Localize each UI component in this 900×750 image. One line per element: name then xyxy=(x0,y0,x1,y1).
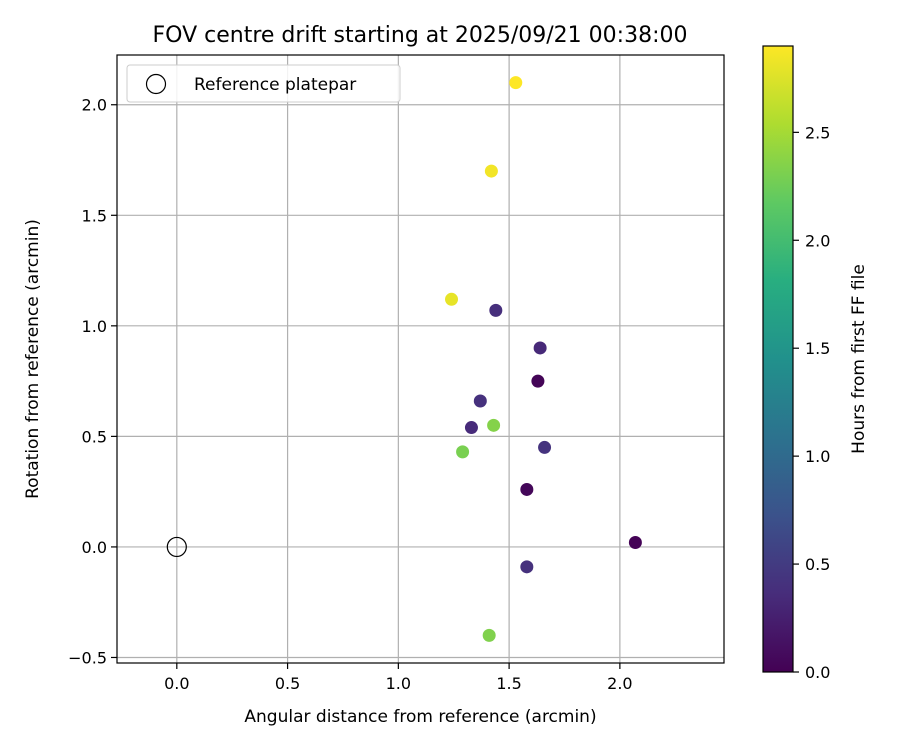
legend-label-reference: Reference platepar xyxy=(194,75,356,95)
data-point xyxy=(445,292,459,306)
colorbar-gradient xyxy=(762,45,794,673)
data-point xyxy=(482,628,496,642)
plot-area: 0.0 0.5 1.0 1.5 2.0 −0.5 0.0 0.5 1.0 1.5 2.0 xyxy=(68,54,725,693)
data-point xyxy=(473,394,487,408)
data-point xyxy=(533,341,547,355)
y-tick-label: 2.0 xyxy=(82,96,107,115)
x-axis-ticks: 0.0 0.5 1.0 1.5 2.0 xyxy=(164,663,633,693)
legend: Reference platepar xyxy=(126,64,401,103)
legend-box xyxy=(126,64,401,103)
colorbar-tick-label: 0.5 xyxy=(805,555,830,574)
data-point xyxy=(456,445,470,459)
data-point xyxy=(520,482,534,496)
reference-point-marker xyxy=(166,536,187,558)
data-point xyxy=(531,374,545,388)
data-point xyxy=(484,164,498,178)
x-tick-label: 0.5 xyxy=(275,674,300,693)
x-tick-label: 1.5 xyxy=(496,674,521,693)
colorbar-tick-label: 1.0 xyxy=(805,447,830,466)
x-tick-label: 2.0 xyxy=(607,674,632,693)
colorbar: 0.0 0.5 1.0 1.5 2.0 2.5 Hours from first FF f… xyxy=(762,45,869,682)
data-points xyxy=(166,76,642,642)
data-point xyxy=(520,560,534,574)
data-point xyxy=(487,418,501,432)
data-point xyxy=(489,303,503,317)
axes-frame xyxy=(116,54,725,664)
x-tick-label: 1.0 xyxy=(386,674,411,693)
y-tick-label: −0.5 xyxy=(68,648,107,667)
y-tick-label: 0.0 xyxy=(82,538,107,557)
colorbar-tick-label: 2.0 xyxy=(805,231,830,250)
legend-marker-reference xyxy=(145,73,167,95)
colorbar-tick-label: 2.5 xyxy=(805,123,830,142)
y-tick-label: 1.5 xyxy=(82,206,107,225)
chart-title: FOV centre drift starting at 2025/09/21 … xyxy=(153,23,688,48)
colorbar-label: Hours from first FF file xyxy=(849,264,869,454)
y-axis-label: Rotation from reference (arcmin) xyxy=(23,219,43,499)
y-axis-ticks: −0.5 0.0 0.5 1.0 1.5 2.0 xyxy=(68,96,117,667)
grid xyxy=(117,55,724,663)
y-tick-label: 0.5 xyxy=(82,427,107,446)
data-point xyxy=(538,440,552,454)
y-tick-label: 1.0 xyxy=(82,317,107,336)
colorbar-tick-label: 1.5 xyxy=(805,339,830,358)
x-tick-label: 0.0 xyxy=(164,674,189,693)
data-point xyxy=(509,76,523,90)
data-point xyxy=(464,421,478,435)
colorbar-tick-label: 0.0 xyxy=(805,663,830,682)
data-point xyxy=(628,536,642,550)
colorbar-ticks: 0.0 0.5 1.0 1.5 2.0 2.5 xyxy=(793,123,830,682)
x-axis-label: Angular distance from reference (arcmin) xyxy=(244,707,596,727)
